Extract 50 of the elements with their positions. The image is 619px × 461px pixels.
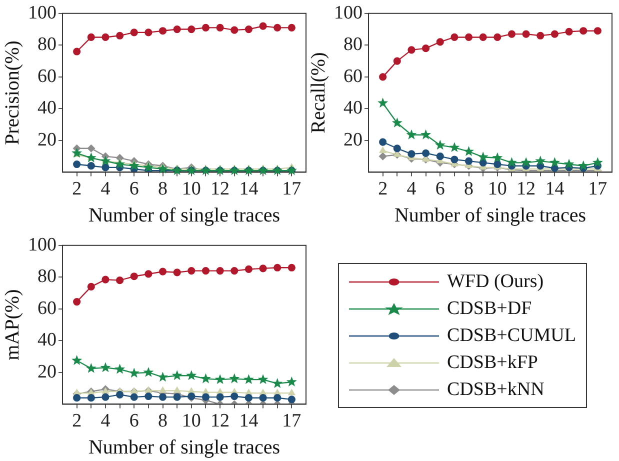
x-tick-label: 14 bbox=[239, 410, 259, 432]
y-tick-label: 20 bbox=[38, 129, 56, 150]
x-tick-label: 6 bbox=[129, 178, 139, 200]
x-tick-label: 8 bbox=[464, 178, 474, 200]
y-axis-title: mAP(%) bbox=[1, 289, 24, 360]
x-axis-title: Number of single traces bbox=[394, 204, 586, 226]
y-tick-label: 40 bbox=[38, 330, 56, 351]
x-tick-label: 12 bbox=[516, 178, 536, 200]
x-tick-label: 12 bbox=[210, 178, 230, 200]
x-tick-label: 6 bbox=[129, 410, 139, 432]
y-tick-label: 60 bbox=[344, 66, 362, 87]
y-axis-title: Recall(%) bbox=[307, 52, 330, 134]
x-tick-label: 12 bbox=[210, 410, 230, 432]
x-axis-title: Number of single traces bbox=[88, 204, 280, 226]
legend-label: CDSB+kNN bbox=[447, 378, 544, 400]
x-tick-label: 2 bbox=[378, 178, 388, 200]
legend-label: WFD (Ours) bbox=[447, 270, 544, 292]
x-tick-label: 4 bbox=[100, 410, 111, 432]
legend-label: CDSB+kFP bbox=[447, 352, 538, 374]
x-tick-label: 2 bbox=[72, 410, 82, 432]
legend-label: CDSB+DF bbox=[447, 298, 532, 320]
y-tick-label: 60 bbox=[38, 298, 56, 319]
x-tick-label: 17 bbox=[282, 178, 302, 200]
y-tick-label: 40 bbox=[38, 98, 56, 119]
x-tick-label: 14 bbox=[545, 178, 565, 200]
x-axis-title: Number of single traces bbox=[88, 436, 280, 458]
x-tick-label: 8 bbox=[158, 178, 168, 200]
y-tick-label: 100 bbox=[28, 234, 56, 256]
y-tick-label: 80 bbox=[344, 34, 362, 56]
y-tick-label: 40 bbox=[344, 98, 362, 119]
y-axis-title: Precision(%) bbox=[1, 40, 24, 146]
y-tick-label: 20 bbox=[38, 361, 56, 382]
x-tick-label: 10 bbox=[182, 410, 201, 432]
x-tick-label: 4 bbox=[406, 178, 417, 200]
y-tick-label: 100 bbox=[28, 2, 56, 24]
x-tick-label: 4 bbox=[100, 178, 111, 200]
y-tick-label: 80 bbox=[38, 266, 56, 288]
x-tick-label: 8 bbox=[158, 410, 168, 432]
x-tick-label: 2 bbox=[72, 178, 82, 200]
y-tick-label: 20 bbox=[344, 129, 362, 150]
x-tick-label: 10 bbox=[488, 178, 507, 200]
y-tick-label: 80 bbox=[38, 34, 56, 56]
x-tick-label: 17 bbox=[282, 410, 302, 432]
x-tick-label: 10 bbox=[182, 178, 201, 200]
y-tick-label: 100 bbox=[334, 2, 362, 24]
legend-label: CDSB+CUMUL bbox=[447, 324, 576, 346]
x-tick-label: 17 bbox=[588, 178, 608, 200]
x-tick-label: 14 bbox=[239, 178, 259, 200]
y-tick-label: 60 bbox=[38, 66, 56, 87]
x-tick-label: 6 bbox=[435, 178, 445, 200]
